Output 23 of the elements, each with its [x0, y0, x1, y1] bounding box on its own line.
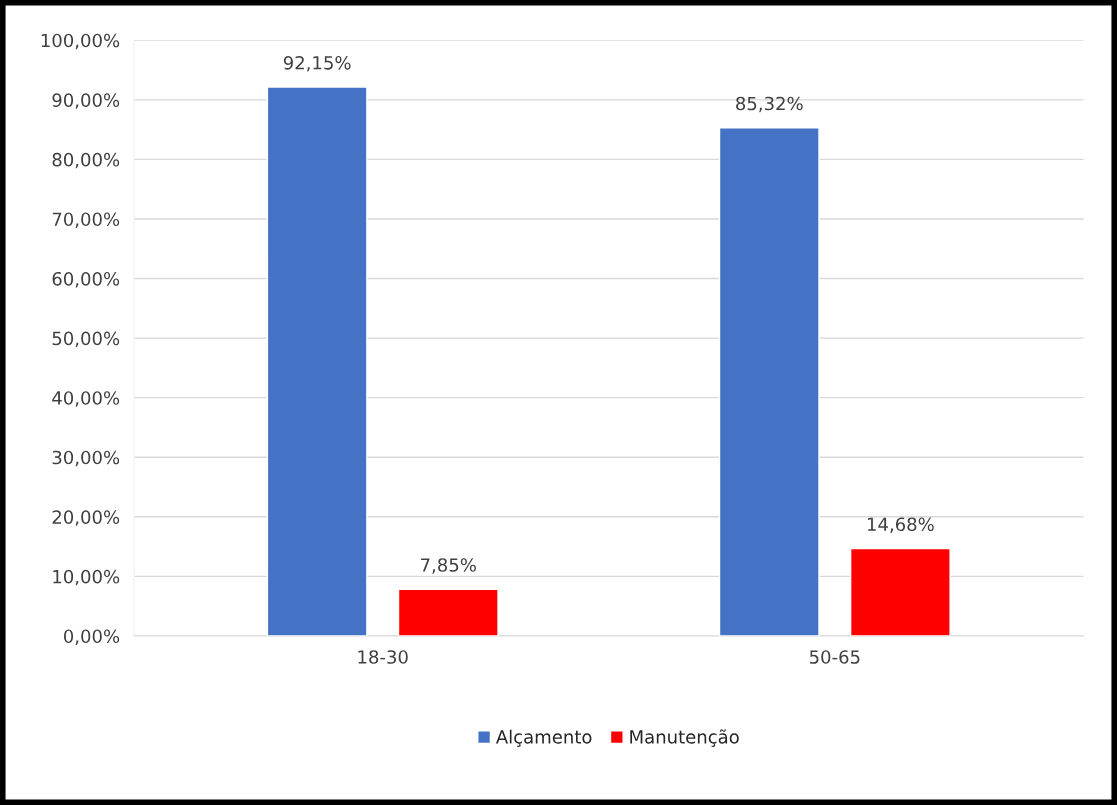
y-tick-label: 80,00%	[52, 152, 120, 169]
data-label: 85,32%	[736, 96, 803, 113]
y-tick-label: 100,00%	[41, 33, 120, 50]
x-tick-label: 18-30	[358, 650, 408, 664]
bar	[718, 127, 820, 636]
y-tick-label: 10,00%	[53, 569, 120, 586]
y-tick-label: 0,00%	[63, 629, 120, 645]
y-tick-label: 70,00%	[52, 212, 120, 228]
bar	[266, 86, 368, 636]
y-tick-label: 60,00%	[52, 271, 120, 288]
data-label: 7,85%	[421, 558, 476, 574]
bar	[849, 547, 951, 636]
legend-label: Manutenção	[630, 729, 739, 747]
legend-label: Alçamento	[495, 729, 592, 747]
y-tick-label: 50,00%	[52, 331, 120, 348]
y-tick-label: 20,00%	[52, 510, 120, 526]
data-label: 14,68%	[867, 517, 934, 533]
bar	[397, 588, 499, 636]
data-label: 92,15%	[283, 55, 351, 72]
y-tick-label: 90,00%	[52, 93, 120, 109]
x-tick-label: 50-65	[809, 650, 860, 664]
y-tick-label: 40,00%	[52, 391, 120, 407]
y-tick-label: 30,00%	[52, 450, 120, 467]
